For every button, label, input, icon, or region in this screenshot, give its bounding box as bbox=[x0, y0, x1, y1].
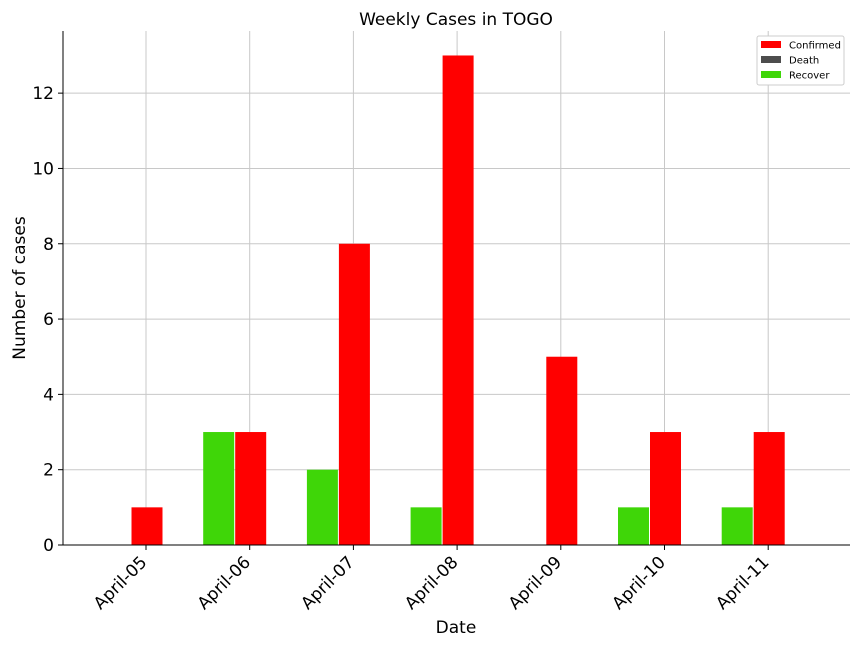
legend-label-recover: Recover bbox=[789, 71, 830, 82]
bar-confirmed-april-10 bbox=[650, 432, 681, 545]
bar-confirmed-april-06 bbox=[235, 432, 267, 545]
y-tick-label: 4 bbox=[43, 385, 54, 405]
bar-confirmed-april-07 bbox=[338, 243, 370, 545]
x-tick-label: April-11 bbox=[712, 553, 773, 614]
x-tick-label: April-10 bbox=[609, 553, 670, 614]
legend-label-death: Death bbox=[789, 56, 819, 67]
legend-swatch-confirmed bbox=[761, 41, 781, 48]
legend-swatch-recover bbox=[761, 71, 781, 78]
y-tick-label: 6 bbox=[43, 310, 54, 330]
y-tick-label: 10 bbox=[32, 159, 54, 179]
x-tick-label: April-08 bbox=[401, 553, 462, 614]
bar-recover-april-08 bbox=[410, 507, 442, 545]
x-tick-label: April-09 bbox=[505, 553, 566, 614]
x-tick-label: April-05 bbox=[90, 553, 151, 614]
bars-layer bbox=[131, 55, 785, 545]
bar-recover-april-06 bbox=[203, 432, 235, 545]
x-tick-label: April-06 bbox=[194, 553, 255, 614]
legend-label-confirmed: Confirmed bbox=[789, 41, 841, 52]
y-axis-title: Number of cases bbox=[10, 216, 30, 360]
y-tick-label: 0 bbox=[43, 536, 54, 556]
bar-confirmed-april-11 bbox=[753, 432, 785, 545]
bar-confirmed-april-05 bbox=[131, 507, 163, 545]
bar-confirmed-april-08 bbox=[442, 55, 474, 545]
x-tick-label: April-07 bbox=[297, 553, 358, 614]
bar-confirmed-april-09 bbox=[546, 356, 578, 545]
y-ticks: 0 2 4 6 8 10 12 bbox=[32, 84, 63, 556]
legend: Confirmed Death Recover bbox=[756, 35, 845, 86]
y-tick-label: 8 bbox=[43, 235, 54, 255]
y-tick-label: 12 bbox=[32, 84, 54, 104]
bar-recover-april-10 bbox=[618, 507, 649, 545]
bar-recover-april-11 bbox=[721, 507, 753, 545]
x-axis-title: Date bbox=[436, 618, 477, 638]
y-tick-label: 2 bbox=[43, 461, 54, 481]
chart-title: Weekly Cases in TOGO bbox=[359, 10, 553, 30]
legend-swatch-death bbox=[761, 56, 781, 63]
x-ticks: April-05 April-06 April-07 April-08 April-09… bbox=[90, 545, 773, 614]
bar-recover-april-07 bbox=[306, 469, 338, 545]
